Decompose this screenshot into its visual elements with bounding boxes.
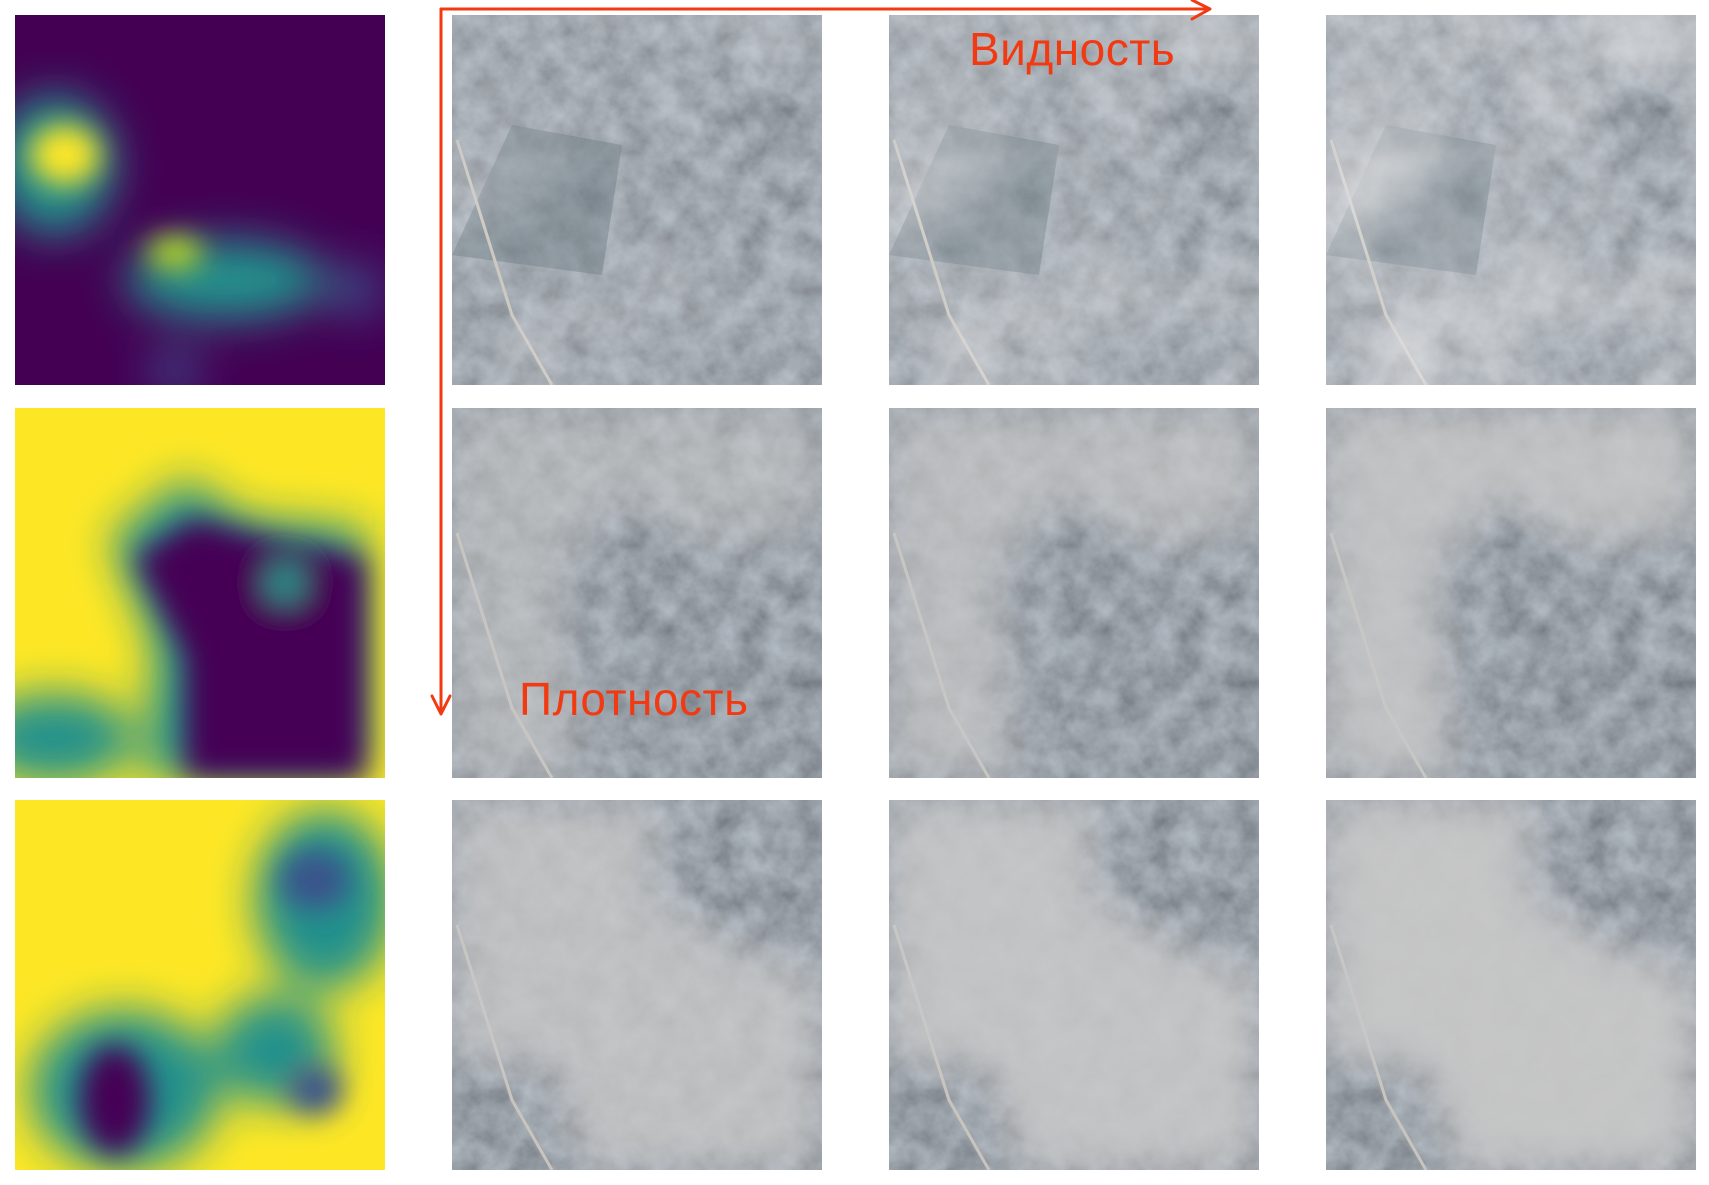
hazy-image-row-2-col-2 (889, 408, 1259, 778)
hazy-image-row-1-col-1 (452, 15, 822, 385)
hazy-image-row-3-col-2 (889, 800, 1259, 1170)
hazy-image-row-1-col-2 (889, 15, 1259, 385)
density-map-row-1 (15, 15, 385, 385)
density-axis-label: Плотность (519, 673, 749, 725)
hazy-image-row-1-col-3 (1326, 15, 1696, 385)
density-map-row-3 (15, 800, 385, 1170)
hazy-image-row-3-col-3 (1326, 800, 1696, 1170)
hazy-image-row-3-col-1 (452, 800, 822, 1170)
vertical-arrowhead (430, 694, 452, 716)
density-map-row-2 (15, 408, 385, 778)
hazy-image-row-2-col-3 (1326, 408, 1696, 778)
hazy-image-row-2-col-1 (452, 408, 822, 778)
visibility-axis-label: Видность (969, 23, 1176, 75)
